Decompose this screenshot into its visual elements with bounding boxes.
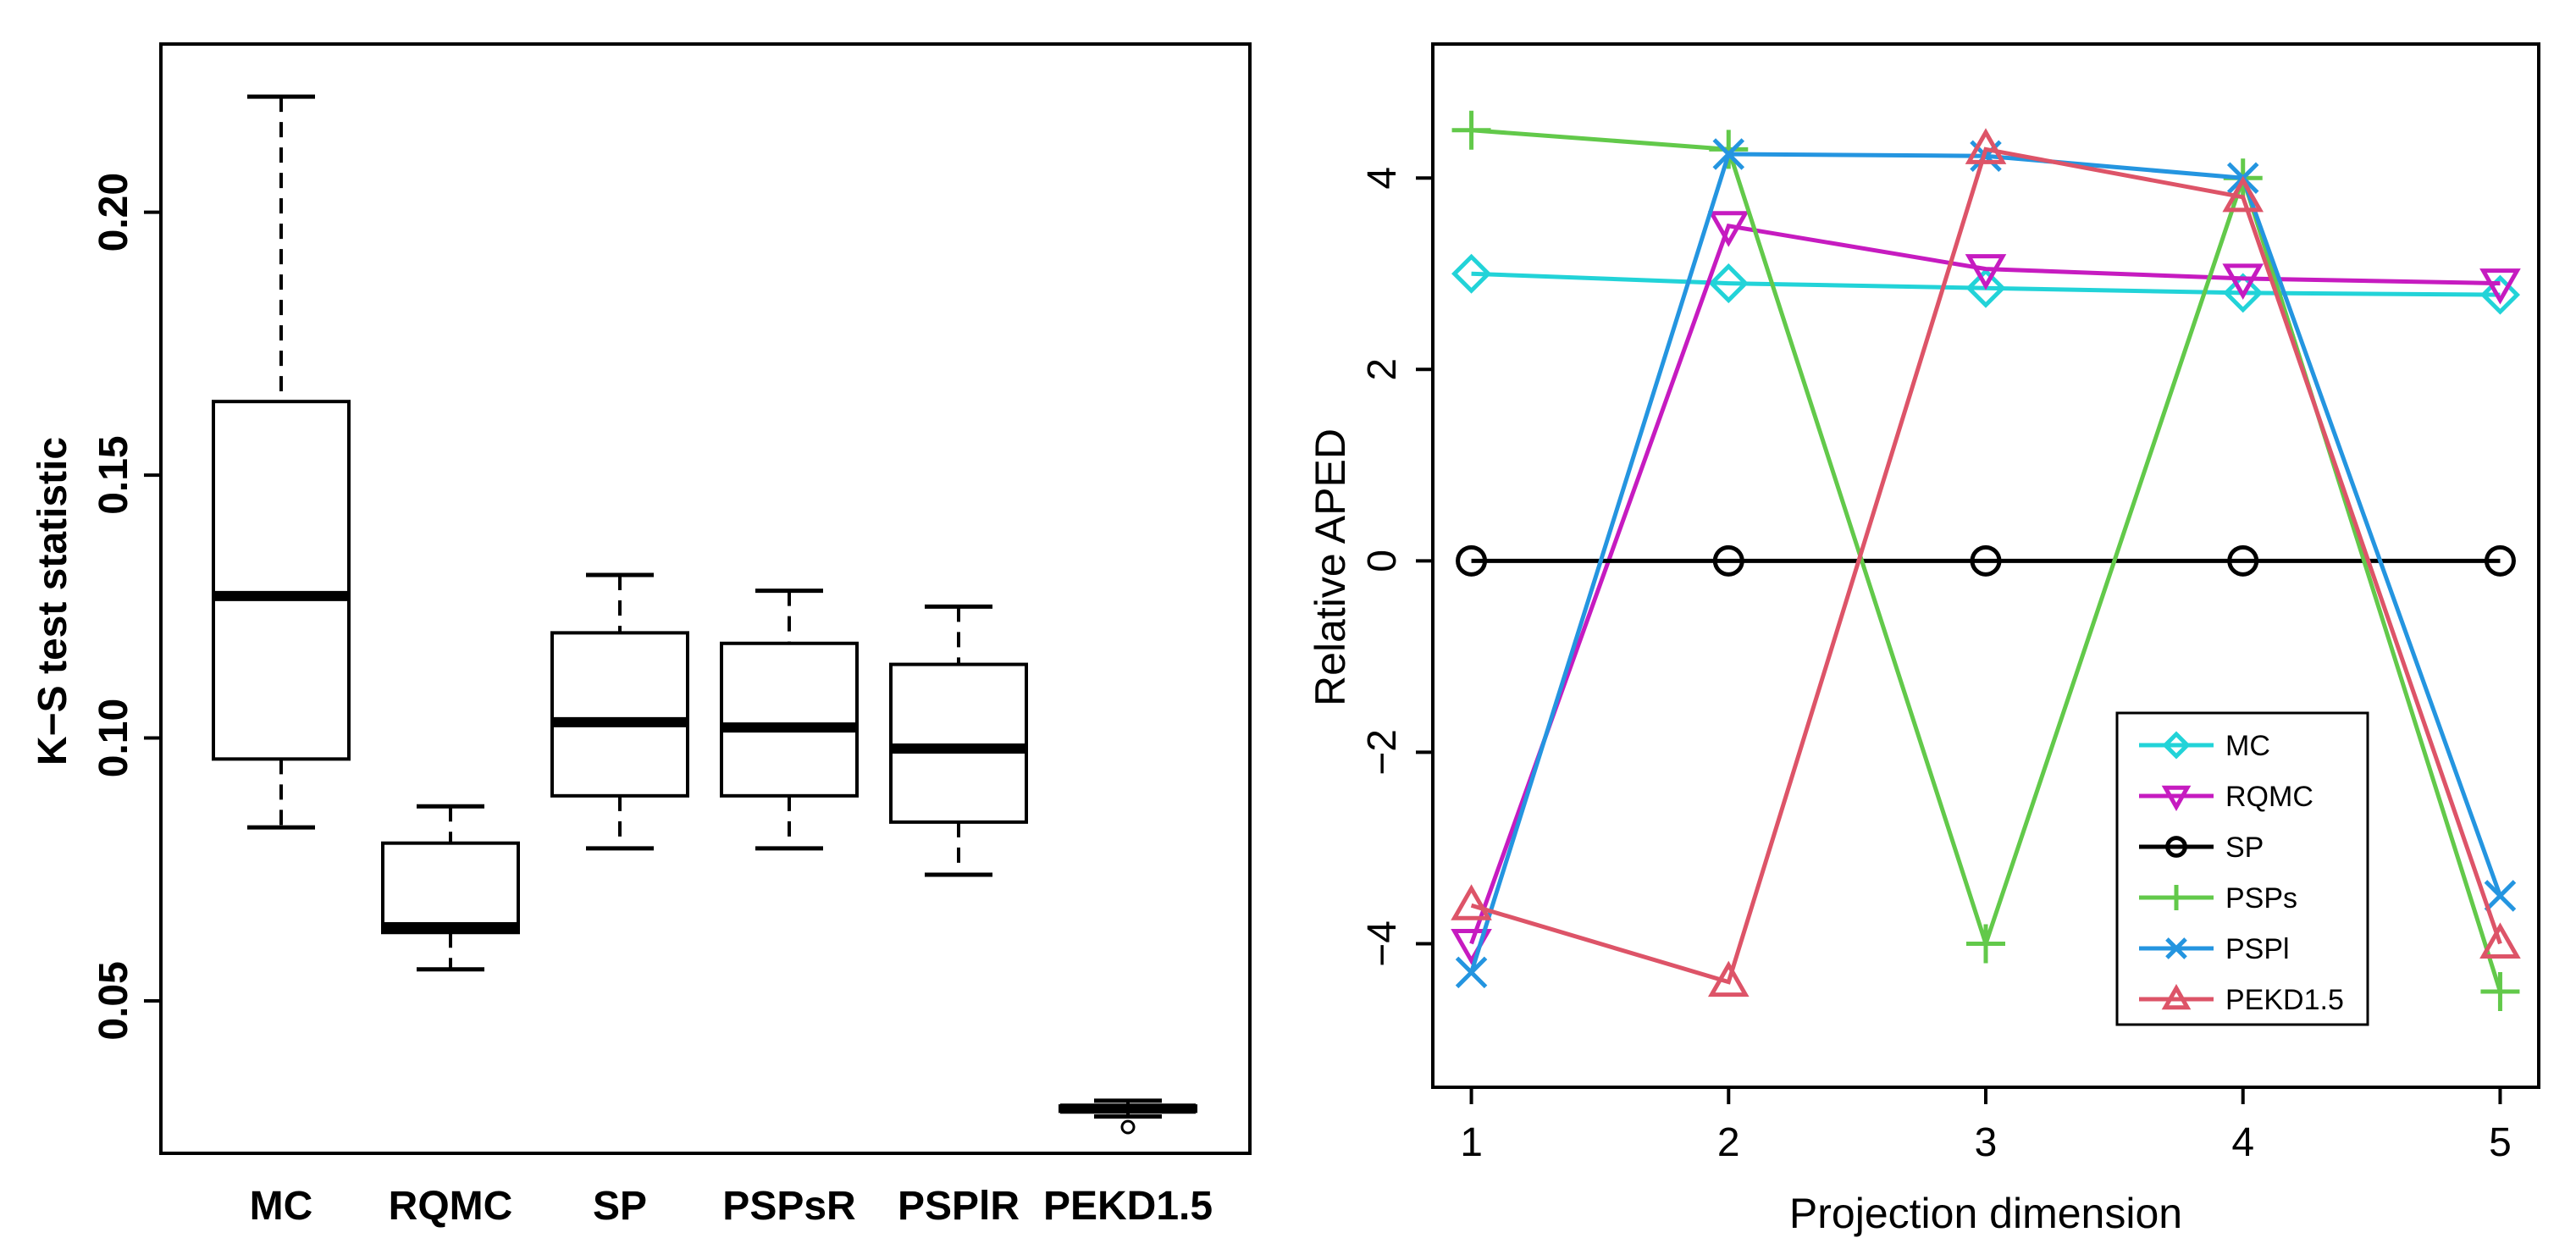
marker-diamond [1708,263,1749,304]
box-rqmc [381,804,520,972]
marker-circle [1456,544,1488,577]
marker-triangle-up [1451,884,1492,920]
boxplot-y-tick-label: 0.15 [91,435,136,514]
marker-cross [2165,937,2187,959]
box-pspsr [720,589,859,851]
marker-cross [2484,880,2517,912]
line-chart: Projection dimension Relative APED 1 2 3 4 5… [1307,42,2540,1237]
series-line [1470,146,2502,985]
marker-circle [2227,544,2259,577]
marker-circle [2484,544,2516,577]
box-iqr [720,641,859,798]
boxplot-chart: K−S test statistic 0.05 0.10 0.15 0.20 MC RQ… [30,42,1252,1229]
legend-label: MC [2225,730,2270,762]
series-line [1469,223,2501,945]
boxplot-x-tick-label: SP [593,1184,647,1229]
boxplot-x-tick-label: PSPlR [898,1184,1020,1229]
marker-triangle-down [2161,785,2192,812]
marker-plus [2480,971,2520,1011]
box-psplr [889,604,1028,877]
marker-triangle-up [1965,128,2007,164]
marker-triangle-down [1965,254,2007,290]
marker-plus [1709,130,1749,169]
marker-triangle-down [1707,211,1750,247]
line-chart-x-axis-label: Projection dimension [1789,1190,2182,1237]
legend-box [2115,711,2369,1026]
boxplot-x-tick-label: PSPsR [722,1184,855,1229]
line-chart-x-tick-label: 5 [2489,1120,2512,1165]
legend-label: PEKD1.5 [2225,984,2344,1016]
legend-label: RQMC [2225,781,2313,813]
marker-triangle-down [2479,268,2521,305]
marker-cross [1712,138,1745,170]
marker-diamond [1451,253,1492,294]
boxplot-frame [159,42,1252,1155]
marker-plus [1966,924,2005,964]
box-sp [550,572,689,851]
marker-circle [1970,544,2002,577]
series-sp [1456,544,2516,577]
marker-triangle-up [2222,175,2264,213]
line-chart-y-tick-label: 4 [1360,167,1405,190]
line-chart-x-tick-label: 1 [1460,1120,1483,1165]
legend-label: SP [2225,832,2264,864]
marker-diamond [2162,731,2191,760]
line-chart-x-tick-label: 4 [2231,1120,2254,1165]
marker-plus [2164,885,2189,910]
boxplot-x-tick-label: RQMC [389,1184,513,1229]
marker-triangle-up [2479,922,2521,959]
boxplot-y-tick-label: 0.05 [91,961,136,1040]
marker-diamond [1965,268,2006,308]
boxplot-y-axis-label: K−S test statistic [30,437,75,765]
boxplot-x-tick-label: PEKD1.5 [1043,1184,1213,1229]
line-chart-x-tick-label: 3 [1975,1120,1998,1165]
boxplot-y-tick-label: 0.10 [91,699,136,777]
marker-triangle-down [2222,263,2264,300]
marker-cross [1455,956,1488,989]
box-pekd1-5 [1059,1098,1197,1135]
line-chart-y-axis-label: Relative APED [1307,428,1354,706]
boxplot-x-tick-label: MC [250,1184,313,1229]
legend-label: PSPl [2225,933,2290,965]
box-outlier [1120,1119,1136,1135]
box-mc [212,94,351,830]
series-pekd1-5 [1451,128,2521,998]
marker-triangle-up [2161,983,2192,1010]
series-rqmc [1451,211,2521,965]
marker-diamond [2223,273,2264,313]
line-chart-y-tick-label: −2 [1360,729,1405,776]
line-chart-y-tick-label: 0 [1360,550,1405,572]
box-iqr [889,662,1028,824]
line-chart-y-tick-label: 2 [1360,358,1405,381]
line-chart-y-tick-label: −4 [1360,920,1405,967]
legend: MC RQMC SP PSPs PSPl PEKD1.5 [2115,711,2369,1026]
marker-circle [1712,544,1744,577]
box-iqr [381,841,520,935]
marker-plus [1451,110,1491,150]
box-iqr [550,631,689,798]
marker-diamond [2479,274,2520,315]
marker-circle [2165,836,2187,858]
legend-label: PSPs [2225,882,2297,915]
marker-triangle-up [1707,960,1750,998]
box-iqr [212,400,351,761]
line-chart-x-tick-label: 2 [1717,1120,1740,1165]
boxplot-y-tick-label: 0.20 [91,173,136,251]
